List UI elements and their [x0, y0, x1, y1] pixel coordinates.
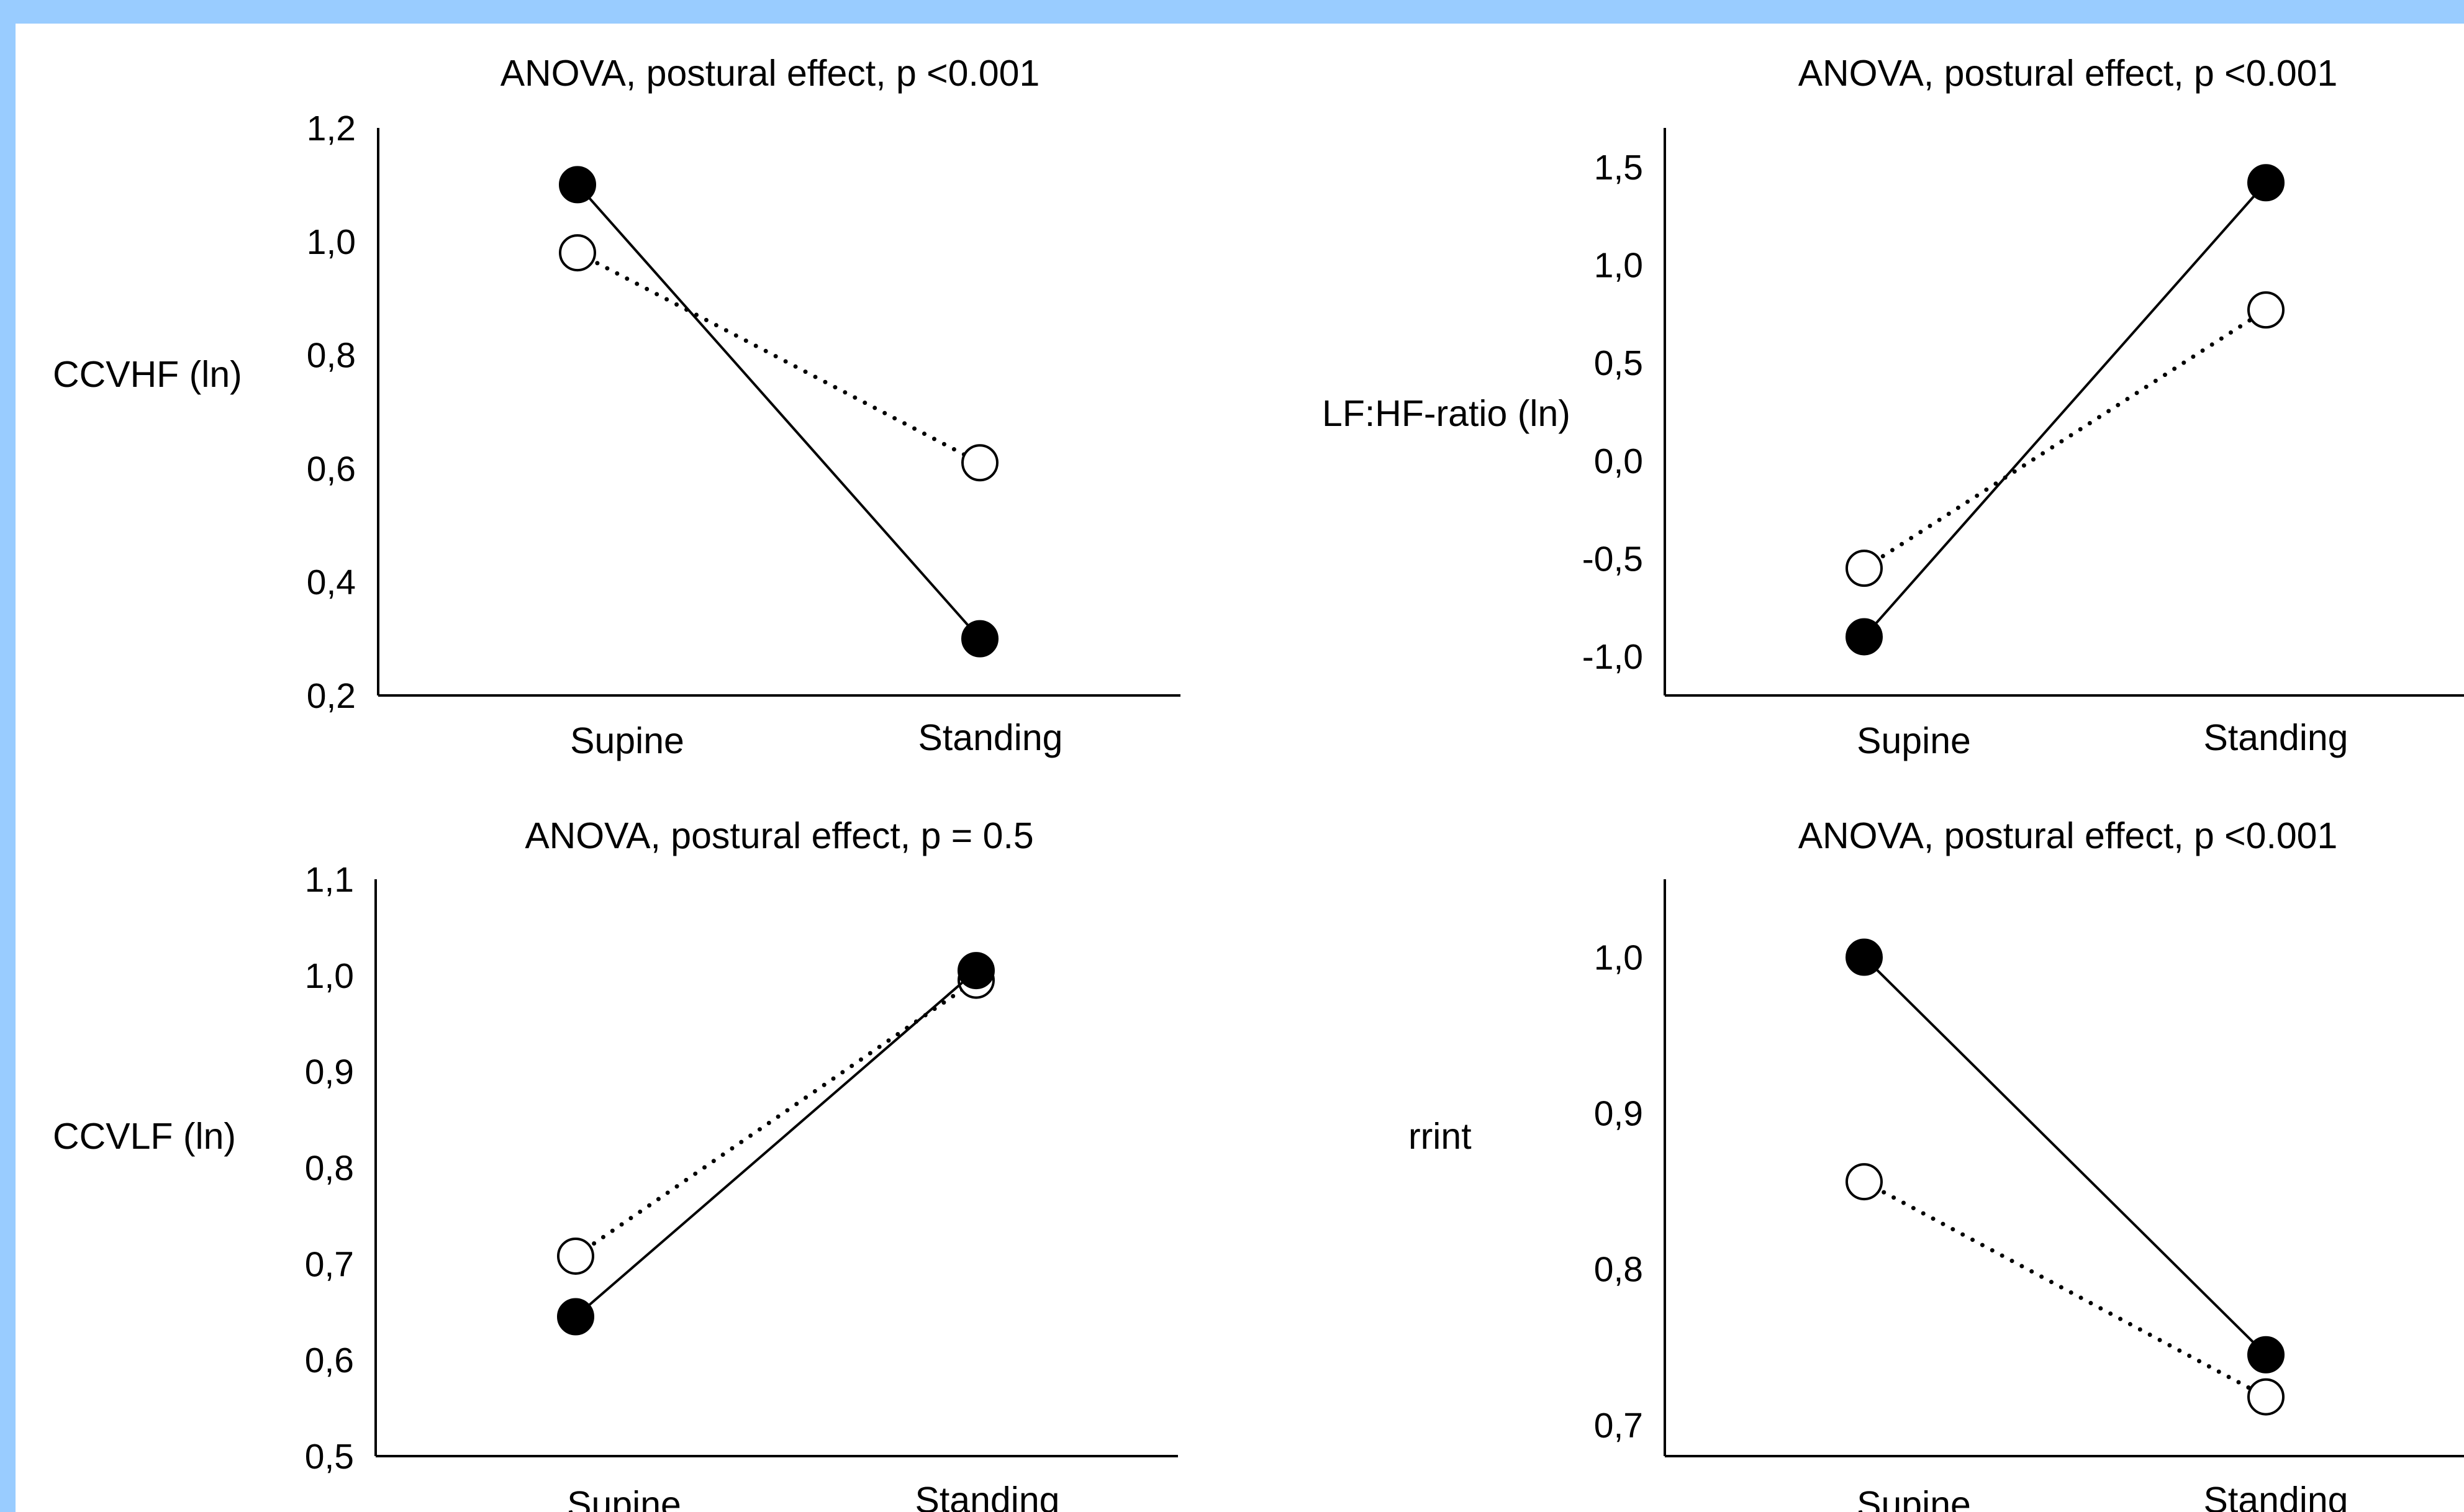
figure-canvas: ANOVA, postural effect, p <0.001 CCVHF (l… [16, 24, 2464, 1512]
panel-3-y-tick-label: 0,6 [305, 1341, 354, 1380]
panel-2-y-tick-label: -1,0 [1582, 637, 1643, 677]
panel-4-solid-series-line [1863, 956, 2267, 1356]
panel-3-y-tick-label: 0,8 [305, 1149, 354, 1188]
panel-2-title: ANOVA, postural effect, p <0.001 [1798, 53, 2338, 94]
panel-2-dotted-series-line [1862, 307, 2268, 571]
panel-1-x-category-label: Supine [570, 720, 684, 761]
panel-1-y-tick-label: 1,0 [307, 222, 356, 262]
panel-4-filled-marker [1846, 938, 1883, 976]
panel-2-y-tick-label: 0,5 [1594, 343, 1643, 383]
panel-2-y-tick-label: 1,0 [1594, 246, 1643, 286]
panel-1-solid-series-line [576, 184, 981, 640]
panel-1-x-category-label: Standing [918, 717, 1063, 758]
panel-4-dotted-series-line [1862, 1179, 2268, 1400]
panel-3-y-tick-label: 0,9 [305, 1053, 354, 1092]
panel-1-open-marker [559, 234, 596, 272]
panel-1-dotted-series-line [575, 250, 982, 465]
panel-3-y-tick-label: 1,0 [305, 956, 354, 996]
panel-3-y-axis-label: CCVLF (ln) [53, 1116, 236, 1157]
panel-3-x-category-label: Supine [567, 1484, 681, 1512]
panel-4-filled-marker [2247, 1336, 2285, 1374]
panel-4-title: ANOVA, postural effect, p <0.001 [1798, 815, 2338, 856]
panel-3-y-tick-label: 0,7 [305, 1244, 354, 1284]
panel-2-y-tick-label: 0,0 [1594, 441, 1643, 481]
panel-1-filled-marker [559, 166, 596, 204]
panel-1-y-tick-label: 0,6 [307, 449, 356, 489]
panel-3-x-category-label: Standing [915, 1480, 1060, 1512]
panel-1-filled-marker [961, 620, 999, 658]
panel-1-y-tick-label: 0,8 [307, 336, 356, 376]
panel-1-title: ANOVA, postural effect, p <0.001 [500, 53, 1040, 94]
chart-svg: ANOVA, postural effect, p <0.001 CCVHF (l… [53, 53, 2464, 1512]
panel-1-y-tick-label: 1,2 [307, 109, 356, 148]
panel-2-open-marker [2247, 291, 2285, 329]
panel-4-open-marker [1846, 1163, 1883, 1201]
panel-4-y-tick-label: 0,8 [1594, 1250, 1643, 1290]
panel-4-open-marker [2247, 1378, 2285, 1416]
panel-1-y-tick-label: 0,2 [307, 676, 356, 716]
panel-2-y-tick-label: 1,5 [1594, 148, 1643, 188]
panel-4-x-category-label: Standing [2204, 1480, 2348, 1512]
panel-3-y-tick-label: 1,1 [305, 860, 354, 900]
panel-4-y-tick-label: 1,0 [1594, 938, 1643, 978]
panel-1-y-tick-label: 0,4 [307, 563, 356, 602]
panel-1-open-marker [961, 444, 999, 482]
panel-3-filled-marker [958, 952, 995, 990]
panel-2-x-category-label: Supine [1857, 720, 1971, 761]
panel-3-open-marker [557, 1237, 594, 1275]
panel-2-solid-series-line [1863, 181, 2267, 638]
panel-2-filled-marker [1846, 618, 1883, 656]
panel-4-x-category-label: Supine [1857, 1484, 1971, 1512]
panel-2-y-axis-label: LF:HF-ratio (ln) [1322, 393, 1570, 434]
panel-3-title: ANOVA, postural effect, p = 0.5 [525, 815, 1033, 856]
panel-2-y-tick-label: -0,5 [1582, 539, 1643, 579]
panel-3-y-tick-label: 0,5 [305, 1437, 354, 1477]
panel-2-x-category-label: Standing [2204, 717, 2348, 758]
panel-1-y-axis-label: CCVHF (ln) [53, 354, 242, 395]
panel-2-open-marker [1846, 550, 1883, 587]
panel-2-filled-marker [2247, 164, 2285, 202]
panel-3-solid-series-line [574, 969, 977, 1318]
panel-3-filled-marker [557, 1298, 594, 1336]
panel-4-y-tick-label: 0,7 [1594, 1406, 1643, 1446]
panel-4-y-tick-label: 0,9 [1594, 1094, 1643, 1134]
panel-4-y-axis-label: rrint [1408, 1116, 1472, 1157]
